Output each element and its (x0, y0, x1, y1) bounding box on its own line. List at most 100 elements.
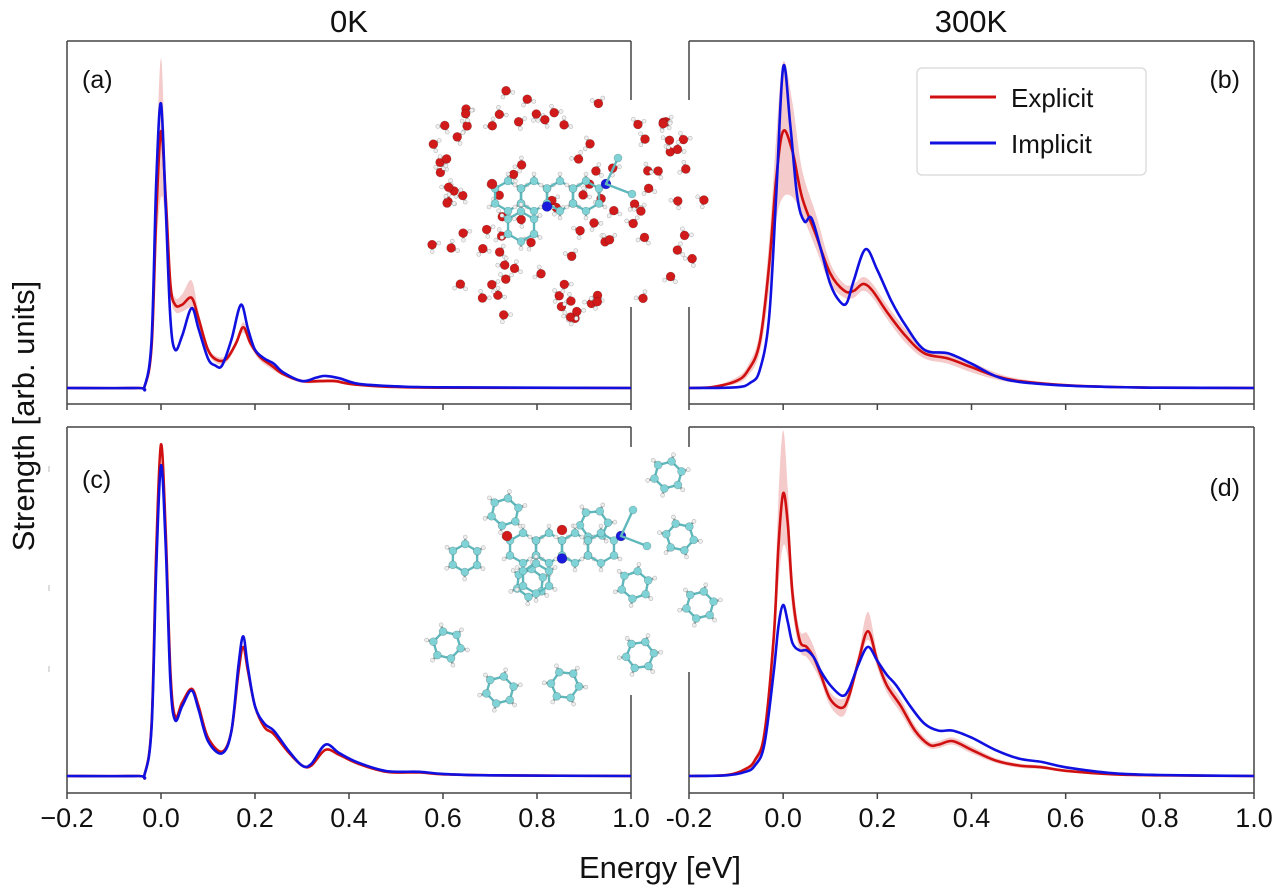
atom (499, 213, 505, 218)
atom (673, 279, 678, 284)
atom (699, 195, 709, 205)
atom (443, 163, 449, 169)
atom (554, 663, 559, 669)
atom (433, 148, 439, 154)
atom (620, 571, 629, 581)
atom (645, 633, 651, 638)
atom (537, 235, 543, 240)
atom (446, 243, 456, 253)
atom (495, 279, 501, 284)
atom (493, 290, 503, 301)
atom (512, 182, 518, 188)
atom (562, 251, 568, 256)
atom (660, 135, 666, 140)
atom (546, 679, 556, 688)
atom (540, 114, 550, 125)
atom (636, 206, 646, 216)
atom (458, 187, 464, 193)
atom (465, 118, 470, 123)
atom (500, 94, 506, 100)
x-tick-label: 0.0 (142, 803, 180, 833)
x-axis-title: Energy [eV] (579, 850, 741, 885)
atom (643, 161, 649, 167)
legend-label-explicit: Explicit (1011, 83, 1094, 113)
atom (676, 205, 681, 211)
atom (509, 272, 514, 278)
atom (691, 622, 697, 628)
atom (490, 498, 499, 507)
atom (709, 597, 718, 606)
atom (498, 310, 509, 320)
atom (505, 551, 515, 560)
atom (507, 489, 512, 494)
atom (444, 129, 450, 135)
inset-water-solvated-molecule (427, 85, 709, 327)
atom (683, 587, 688, 593)
atom (433, 164, 439, 170)
atom (472, 546, 482, 556)
atom (549, 107, 559, 118)
atom (575, 225, 585, 236)
atom (430, 657, 435, 663)
atom (680, 546, 689, 555)
atom (503, 667, 509, 673)
atom (493, 237, 499, 243)
atom (642, 541, 652, 551)
atom (502, 294, 507, 300)
atom (491, 707, 497, 713)
atom (518, 528, 528, 538)
atom (477, 293, 488, 303)
atom (513, 116, 524, 127)
atom (593, 306, 598, 311)
atom (511, 517, 520, 526)
panel-label: (c) (82, 466, 111, 494)
bond (604, 156, 620, 186)
series-line-implicit (688, 63, 1255, 390)
atom (568, 184, 578, 193)
atom (668, 197, 674, 203)
series-line-implicit (66, 464, 632, 780)
atom (564, 204, 570, 210)
atom (568, 199, 578, 208)
atom (644, 661, 653, 671)
x-tick-label: 0.6 (424, 803, 462, 833)
atom (652, 189, 658, 194)
atom (520, 523, 526, 529)
atom (490, 116, 496, 122)
molecule-insets (424, 85, 723, 713)
atom (575, 520, 585, 530)
atom (576, 235, 582, 240)
series-line-implicit (66, 102, 632, 392)
atom (485, 234, 491, 239)
atom (585, 139, 595, 149)
atom (634, 215, 640, 221)
atom (424, 637, 429, 643)
atom (455, 248, 460, 253)
atom (699, 587, 709, 596)
atom (503, 494, 513, 503)
atom (678, 130, 683, 136)
atom (537, 264, 542, 270)
atom (596, 558, 606, 568)
atom (472, 560, 482, 570)
atom (568, 669, 578, 678)
atom (617, 585, 627, 594)
panel-label: (b) (1209, 66, 1240, 94)
atom (671, 514, 676, 520)
bond (619, 508, 635, 538)
atom (524, 592, 533, 602)
atom (503, 214, 513, 224)
atom (691, 263, 696, 268)
atom (581, 185, 586, 191)
atom (642, 289, 648, 294)
atom (583, 684, 589, 690)
atom (612, 232, 618, 238)
atom (516, 207, 526, 216)
atom (652, 575, 658, 581)
atom (705, 610, 715, 620)
atom (529, 176, 539, 186)
atom (494, 109, 505, 120)
atom (433, 650, 442, 660)
x-tick-label: 0.6 (1047, 803, 1085, 833)
